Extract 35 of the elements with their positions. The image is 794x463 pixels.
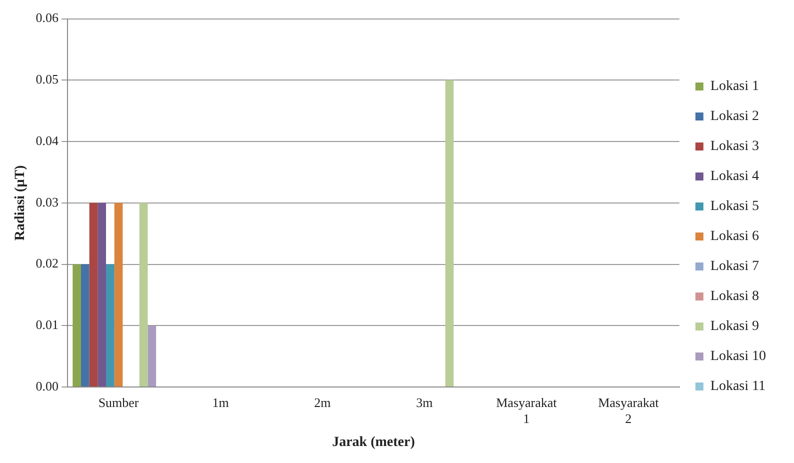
y-tick-label: 0.04 (36, 132, 60, 148)
bar (89, 202, 98, 386)
x-axis-title: Jarak (meter) (332, 435, 416, 450)
x-tick-label: Masyarakat 2 (598, 395, 660, 426)
legend-label: Lokasi 1 (710, 79, 760, 94)
x-tick-label: 2m (314, 395, 331, 410)
y-tick-label: 0.00 (36, 378, 59, 394)
y-tick-label: 0.01 (36, 317, 59, 332)
legend-label: Lokasi 6 (710, 229, 760, 244)
y-tick-label: 0.03 (36, 194, 59, 210)
legend-label: Lokasi 10 (710, 349, 766, 364)
bar (98, 202, 106, 386)
bar (80, 264, 90, 386)
legend-label: Lokasi 8 (710, 289, 760, 304)
y-tick-label: 0.02 (36, 256, 59, 271)
x-tick-label: Masyarakat 1 (496, 395, 558, 426)
bar (139, 202, 148, 386)
legend-label: Lokasi 9 (710, 319, 760, 334)
bar (114, 202, 123, 386)
legend-label: Lokasi 2 (710, 109, 760, 124)
legend-label: Lokasi 3 (710, 139, 760, 154)
y-axis-title: Radiasi (µT) (13, 164, 28, 241)
legend-label: Lokasi 11 (710, 379, 766, 394)
x-tick-label: Sumber (98, 395, 140, 410)
bar (148, 326, 156, 386)
legend-label: Lokasi 7 (710, 259, 760, 274)
y-tick-label: 0.05 (36, 72, 59, 87)
y-tick-label: 0.06 (36, 10, 60, 26)
legend-label: Lokasi 4 (710, 169, 760, 184)
bar (72, 264, 81, 386)
x-tick-label: 3m (416, 395, 433, 410)
bar (106, 264, 114, 386)
legend-label: Lokasi 5 (710, 199, 760, 214)
bar (445, 80, 454, 386)
x-tick-label: 1m (212, 395, 229, 410)
